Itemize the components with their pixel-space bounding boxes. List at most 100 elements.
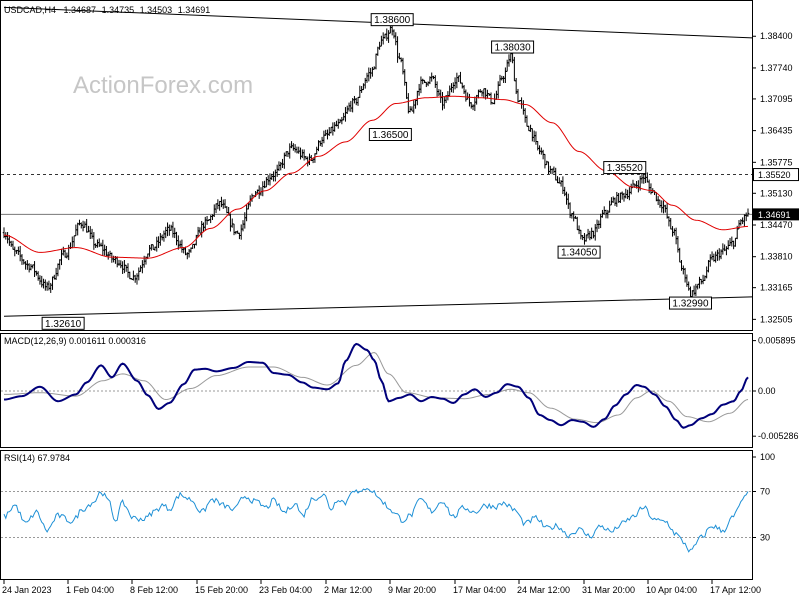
candle — [392, 29, 396, 39]
x-tick-label: 31 Mar 20:00 — [582, 585, 635, 595]
candle — [180, 239, 184, 253]
candle — [565, 191, 568, 205]
x-tick-label: 24 Mar 12:00 — [517, 585, 570, 595]
candle — [561, 176, 565, 194]
y-tick-label: 1.35775 — [760, 157, 793, 167]
candle — [442, 97, 446, 109]
candle — [705, 266, 708, 279]
candle — [11, 240, 15, 250]
candle — [347, 102, 351, 112]
symbol-label: USDCAD,H4 — [4, 5, 56, 15]
candle — [119, 260, 123, 269]
candle — [658, 199, 662, 208]
y-tick-label: 1.33810 — [760, 252, 793, 262]
macd-y-tick-label: 0.00 — [758, 386, 776, 396]
candle — [568, 202, 572, 219]
candle — [746, 208, 750, 217]
candle — [24, 261, 27, 270]
candle — [592, 230, 595, 239]
candle — [105, 245, 108, 256]
candle — [588, 230, 592, 241]
candle — [358, 85, 362, 98]
candle — [624, 188, 628, 199]
candle — [182, 247, 186, 254]
candle — [527, 125, 531, 132]
candle — [462, 84, 466, 95]
candle — [482, 88, 486, 99]
candle — [459, 71, 462, 84]
candle — [187, 249, 191, 258]
candle — [728, 237, 732, 246]
candle — [336, 118, 340, 129]
annotation-label: 1.38030 — [495, 43, 532, 54]
price-annotation: 1.36500 — [368, 127, 412, 141]
candle — [694, 283, 698, 296]
candle — [151, 244, 155, 250]
candle — [200, 220, 203, 238]
candle — [599, 213, 602, 229]
y-tick-label: 1.32505 — [760, 314, 793, 324]
candle — [426, 81, 430, 87]
candle — [90, 228, 94, 239]
candle — [451, 82, 455, 93]
candle — [552, 166, 556, 174]
candle — [716, 249, 719, 261]
candle — [516, 88, 520, 103]
candle — [669, 217, 673, 230]
candle — [583, 233, 586, 245]
candle — [324, 129, 327, 136]
y-tick-label: 1.37095 — [760, 94, 793, 104]
candle — [380, 35, 383, 47]
price-annotation: 1.32610 — [41, 316, 85, 330]
candle — [29, 263, 33, 271]
candle — [464, 89, 468, 102]
candle — [60, 248, 63, 266]
price-annotation: 1.38600 — [370, 13, 414, 26]
candle — [486, 89, 489, 99]
candle — [135, 273, 139, 285]
candle — [96, 239, 99, 248]
annotation-label: 1.38600 — [374, 15, 411, 26]
candle — [51, 276, 54, 290]
candle — [419, 76, 423, 94]
watermark: ActionForex.com — [73, 72, 253, 99]
price-tag-label: 1.35520 — [758, 170, 791, 180]
candle — [42, 278, 45, 289]
candle — [682, 265, 685, 275]
candle — [286, 151, 290, 157]
candle — [20, 254, 24, 265]
annotation-label: 1.35520 — [607, 163, 644, 174]
candle — [150, 244, 153, 251]
candle — [466, 92, 469, 100]
candle — [72, 235, 76, 247]
candle — [203, 216, 207, 231]
candle — [304, 155, 308, 160]
candle — [628, 187, 631, 201]
candle — [191, 243, 194, 249]
macd-y-tick-label: -0.005286 — [758, 431, 799, 441]
candle — [123, 260, 126, 274]
candle — [85, 218, 88, 233]
candle — [626, 189, 629, 200]
candle — [637, 180, 640, 193]
candle — [396, 36, 399, 63]
candle — [297, 146, 301, 154]
candle — [139, 265, 142, 272]
candle — [175, 231, 178, 246]
candle — [65, 252, 69, 259]
candle — [505, 59, 509, 72]
rsi-y-tick-label: 100 — [760, 452, 775, 462]
macd-header: MACD(12,26,9) 0.001611 0.000316 — [4, 336, 146, 346]
candle — [608, 200, 611, 213]
candle — [629, 183, 633, 195]
candle — [164, 226, 168, 239]
candle — [460, 82, 464, 89]
candle — [302, 149, 306, 161]
candle — [115, 256, 119, 268]
candle — [18, 245, 22, 262]
candle — [126, 263, 130, 278]
candle — [36, 271, 40, 281]
candle — [381, 32, 385, 45]
macd-line — [3, 342, 749, 429]
